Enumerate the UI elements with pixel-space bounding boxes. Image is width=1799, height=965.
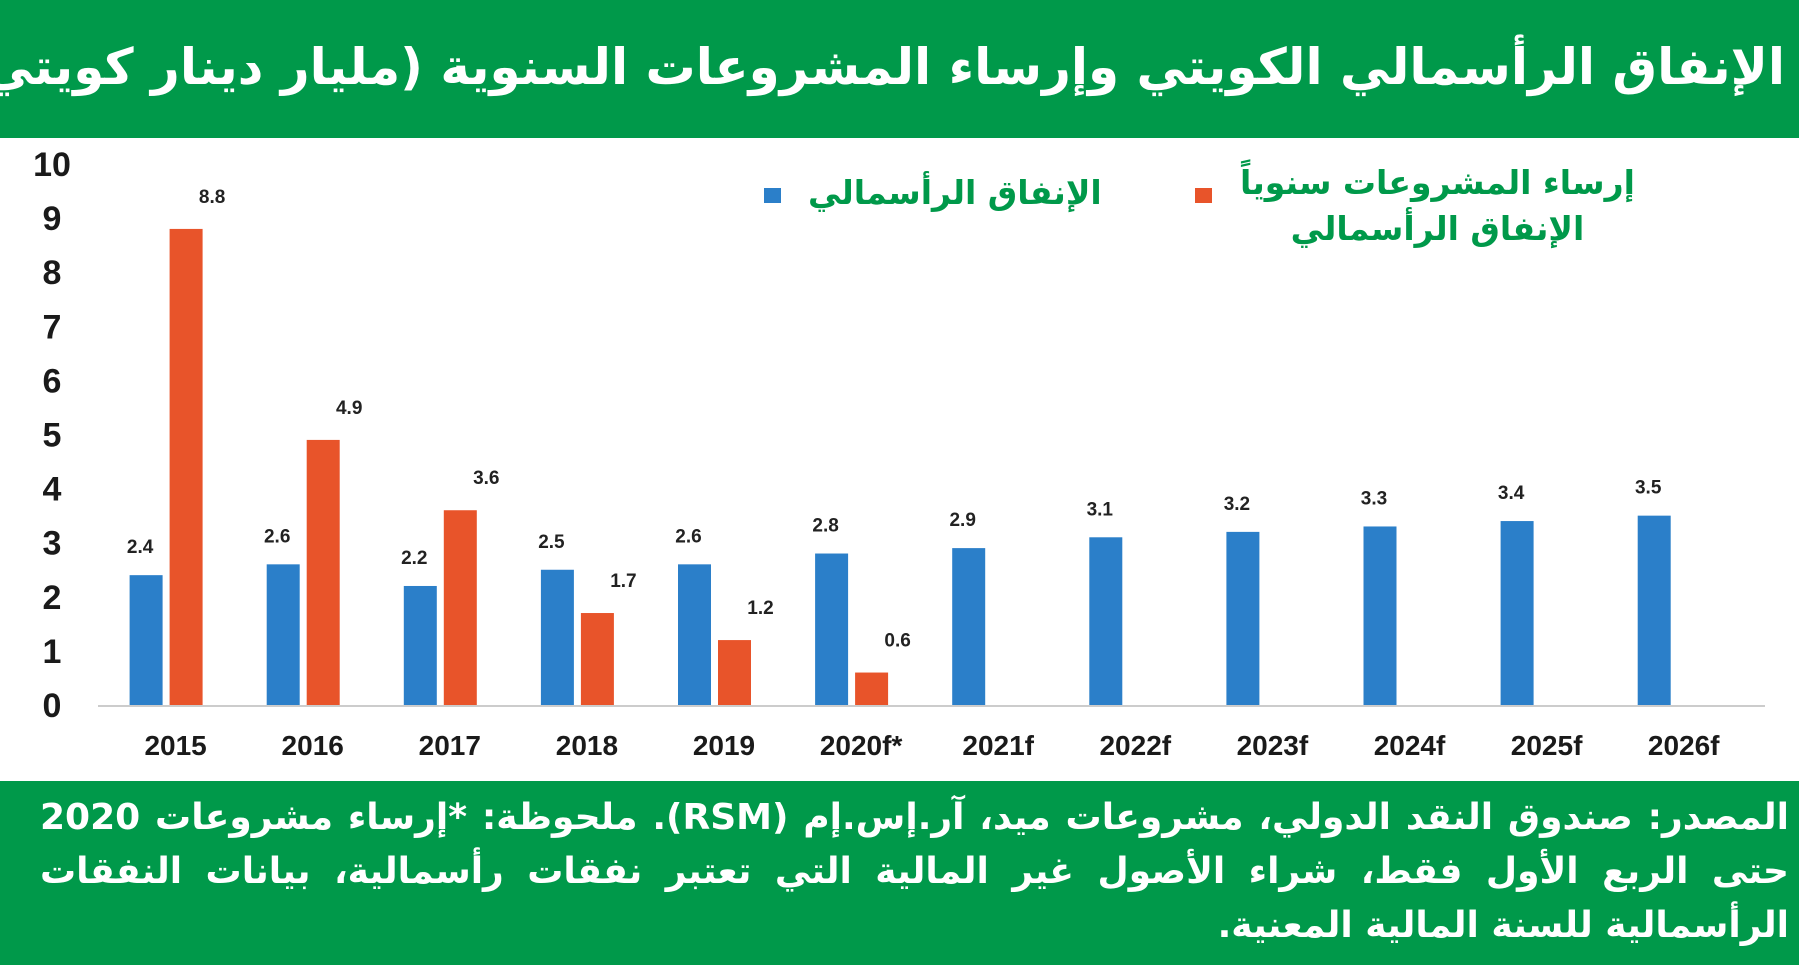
y-tick-label: 1 [43,633,62,671]
x-tick-label: 2019 [693,730,755,761]
legend-label-awards-line1: إرساء المشروعات سنوياً [1240,163,1635,202]
x-tick-label: 2025f [1511,730,1583,761]
data-label: 8.8 [199,187,225,208]
x-tick-label: 2015 [144,730,206,761]
bar-capex [1089,537,1123,705]
y-tick-label: 6 [43,362,62,400]
bar-capex [952,548,986,705]
data-label: 1.7 [610,571,636,592]
x-tick-label: 2021f [962,730,1034,761]
data-label: 2.4 [127,537,154,558]
bar-capex [1226,531,1260,705]
y-tick-label: 8 [43,254,62,292]
data-label: 3.1 [1087,499,1114,520]
x-tick-label: 2020f* [820,730,903,761]
legend-swatch-capex [764,188,781,203]
x-tick-label: 2016 [282,730,344,761]
data-label: 2.5 [538,532,565,553]
data-label: 3.5 [1635,478,1662,499]
bar-capex [1363,526,1397,705]
legend-label-awards: إرساء المشروعات سنوياً الإنفاق الرأسمالي [1240,160,1635,252]
data-label: 4.9 [336,398,362,419]
x-tick-label: 2024f [1374,730,1446,761]
source-note: المصدر: صندوق النقد الدولي، مشروعات ميد،… [40,797,1789,946]
y-tick-label: 9 [43,200,62,238]
x-tick-label: 2018 [556,730,618,761]
bar-capex [815,553,849,705]
bar-capex [678,564,711,705]
bar-awards [443,510,477,705]
bar-chart: 0 1 2 3 4 5 6 7 8 9 10 2015 2.4 8.8 2016 2.6 4.9 2017 2.2 3… [33,146,1765,761]
bar-capex [266,564,300,705]
chart-title: الإنفاق الرأسمالي الكويتي وإرساء المشروع… [0,38,1785,96]
data-label: 2.6 [264,526,290,547]
bar-capex [1500,521,1534,705]
data-label: 0.6 [884,631,910,652]
bar-awards [855,672,889,705]
y-tick-label: 3 [43,525,62,563]
bar-awards [306,439,340,705]
bar-awards [718,640,751,705]
bar-capex [540,569,574,705]
data-label: 2.9 [949,510,975,531]
y-tick-label: 2 [43,579,62,617]
x-tick-label: 2026f [1648,730,1720,761]
data-label: 3.3 [1361,488,1387,509]
bar-awards [169,228,203,706]
data-label: 2.6 [675,526,701,547]
data-label: 2.2 [401,548,427,569]
data-label: 3.4 [1498,483,1525,504]
y-tick-label: 5 [43,417,62,455]
y-tick-label: 4 [43,471,62,509]
bar-awards [580,613,614,705]
legend-swatch-awards [1195,188,1212,203]
title-band: الإنفاق الرأسمالي الكويتي وإرساء المشروع… [0,0,1799,138]
legend-label-awards-line2: الإنفاق الرأسمالي [1290,209,1585,248]
y-tick-label: 7 [43,308,62,346]
bar-capex [129,575,163,705]
legend-label-capex: الإنفاق الرأسمالي [808,173,1102,212]
data-label: 3.2 [1224,494,1250,515]
x-tick-label: 2023f [1237,730,1309,761]
bar-capex [403,585,437,705]
y-tick-label: 10 [33,146,71,184]
y-tick-label: 0 [43,687,62,725]
data-label: 1.2 [747,598,773,619]
bar-capex [1637,515,1671,705]
source-band: المصدر: صندوق النقد الدولي، مشروعات ميد،… [0,781,1799,965]
data-label: 2.8 [812,516,838,537]
x-tick-label: 2017 [419,730,481,761]
data-label: 3.6 [473,468,499,489]
x-tick-label: 2022f [1099,730,1171,761]
